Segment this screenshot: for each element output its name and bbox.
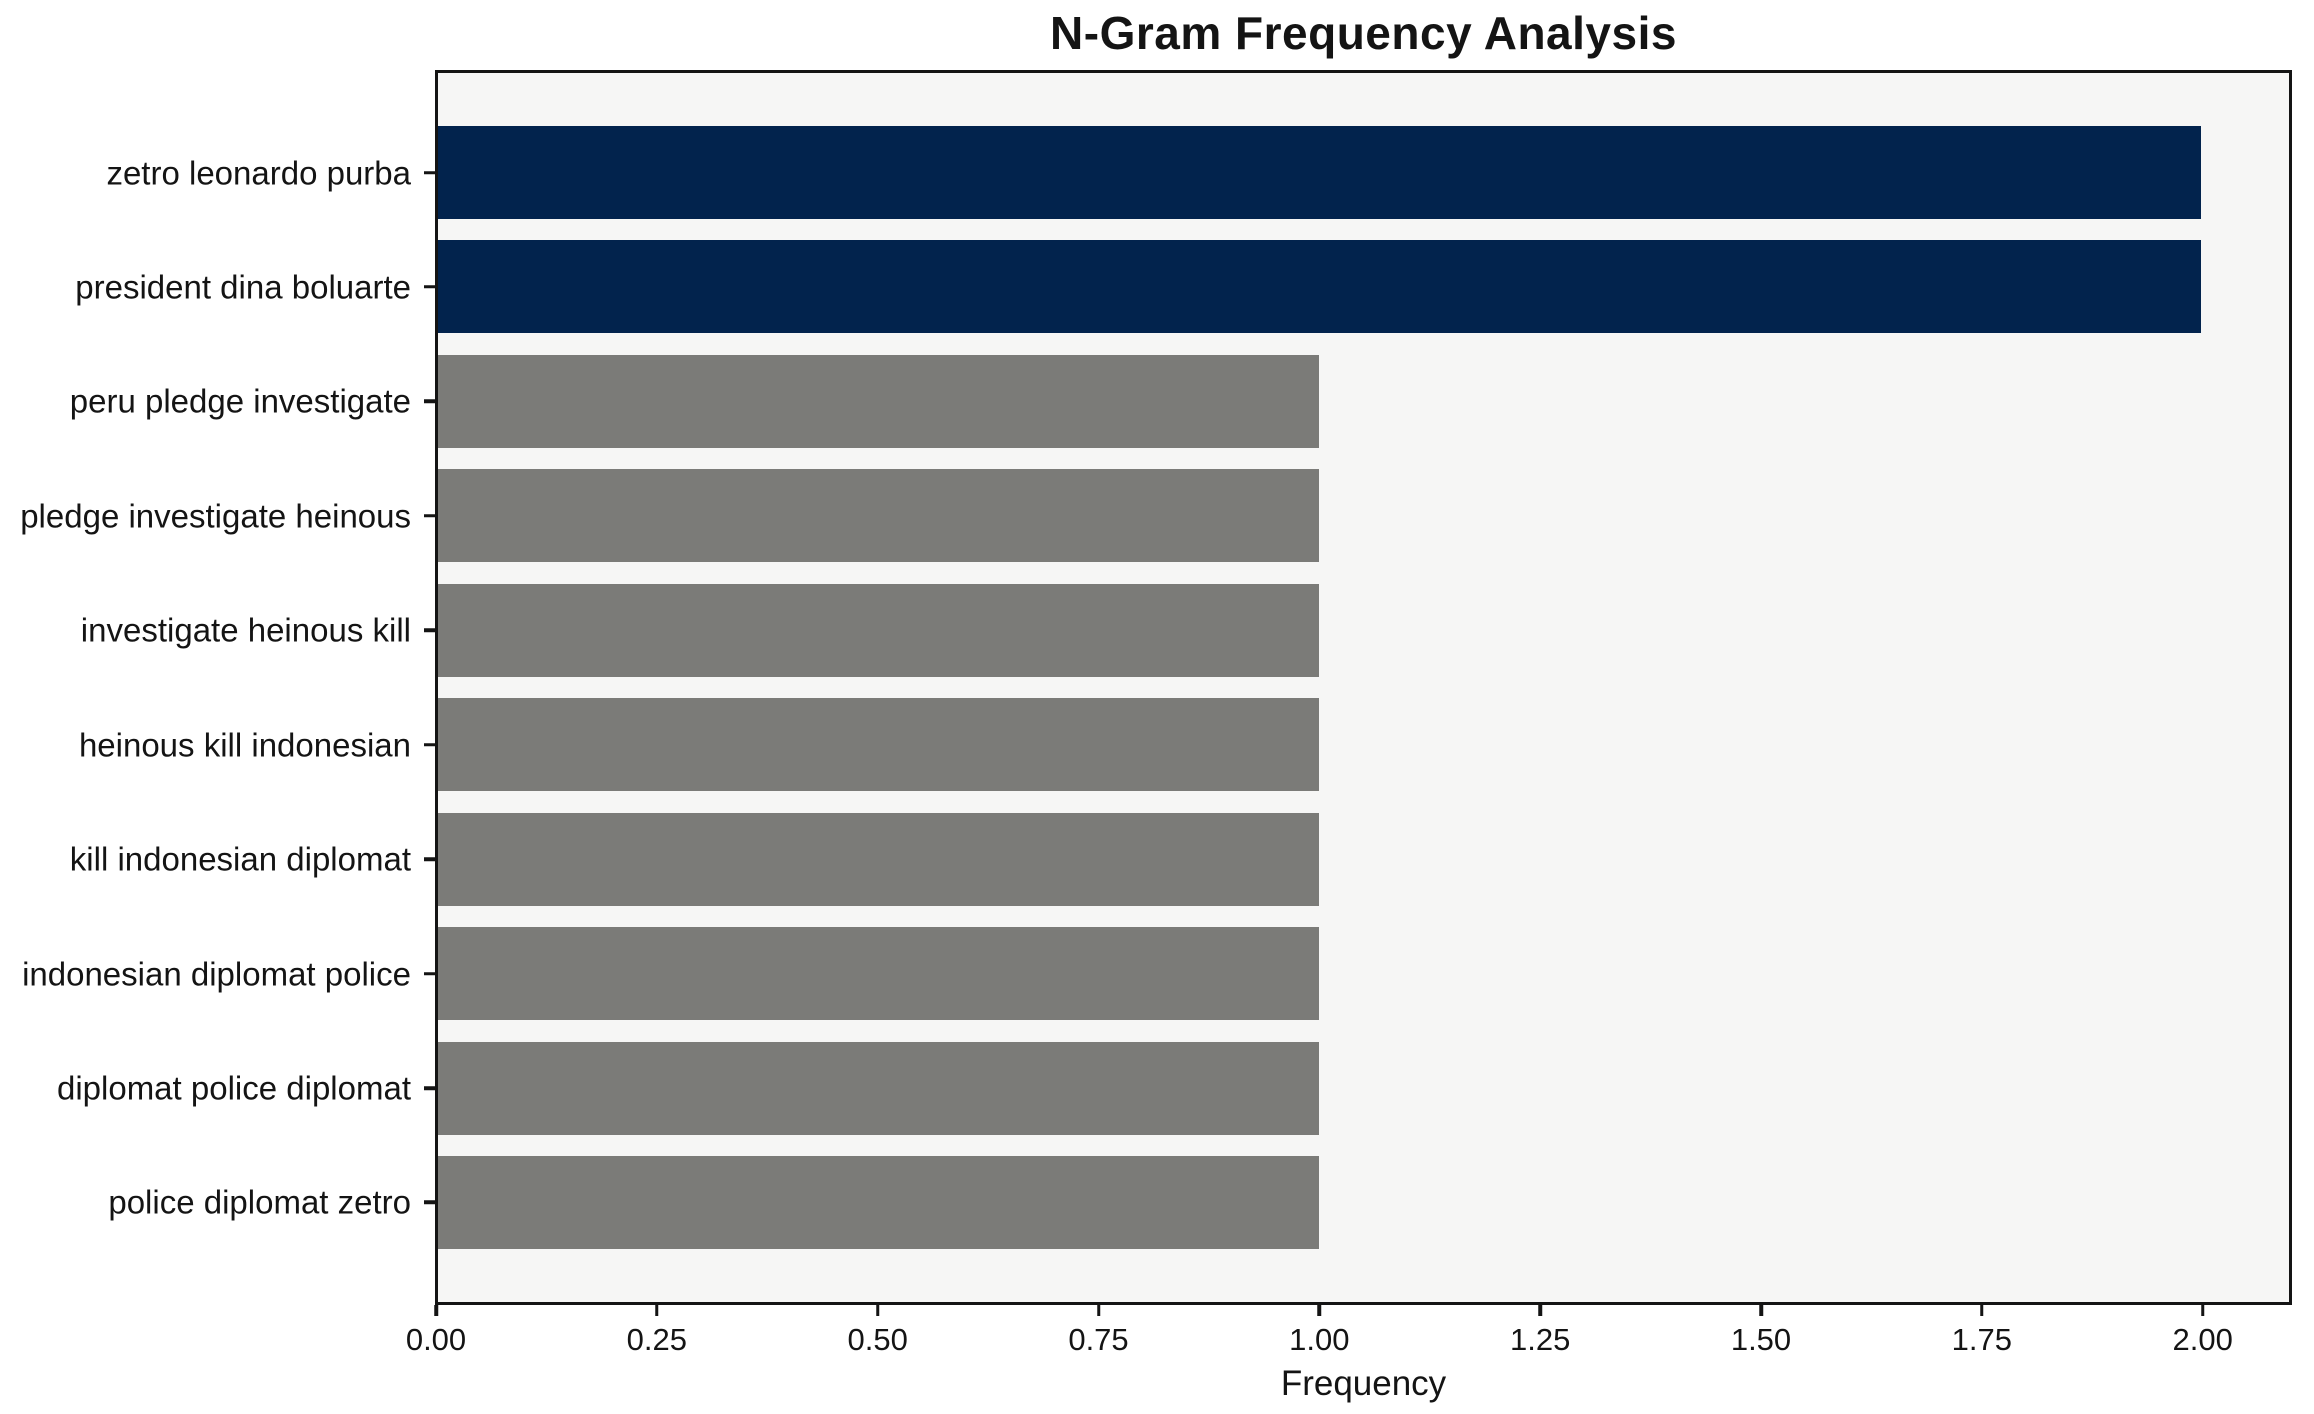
y-tick-label: kill indonesian diplomat bbox=[69, 840, 411, 878]
x-tick-label: 1.25 bbox=[1509, 1322, 1571, 1357]
bar-row: president dina boluarte bbox=[75, 240, 2289, 334]
x-tick bbox=[1096, 1305, 1101, 1316]
y-tick-label: peru pledge investigate bbox=[69, 382, 411, 420]
bar bbox=[438, 1155, 1320, 1249]
bar-row: kill indonesian diplomat bbox=[70, 812, 2289, 906]
y-tick-label: investigate heinous kill bbox=[80, 611, 411, 649]
y-tick-label: zetro leonardo purba bbox=[106, 154, 411, 191]
bar-row: indonesian diplomat police bbox=[22, 927, 2289, 1021]
bar-row: heinous kill indonesian bbox=[79, 698, 2289, 792]
x-tick bbox=[875, 1305, 880, 1316]
x-tick bbox=[434, 1305, 438, 1316]
bar-row: pledge investigate heinous bbox=[20, 469, 2289, 563]
x-tick-label: 0.75 bbox=[1068, 1322, 1129, 1357]
y-tick bbox=[424, 170, 436, 175]
y-tick-label: police diplomat zetro bbox=[108, 1183, 411, 1221]
x-tick-label: 1.00 bbox=[1289, 1322, 1350, 1357]
x-tick bbox=[1759, 1305, 1763, 1316]
bar bbox=[438, 698, 1320, 792]
bar-row: police diplomat zetro bbox=[108, 1155, 2289, 1249]
y-tick bbox=[424, 628, 436, 632]
y-tick-label: heinous kill indonesian bbox=[78, 726, 411, 764]
y-tick bbox=[424, 1086, 436, 1090]
y-tick-label: pledge investigate heinous bbox=[20, 497, 411, 535]
y-tick bbox=[424, 285, 436, 289]
bars-container: zetro leonardo purba president dina bolua… bbox=[20, 73, 2289, 1302]
bar-row: diplomat police diplomat bbox=[57, 1041, 2289, 1135]
plot-area: zetro leonardo purba president dina bolua… bbox=[20, 70, 2292, 1305]
y-tick bbox=[424, 514, 436, 518]
y-tick-label: diplomat police diplomat bbox=[56, 1069, 411, 1107]
x-axis-label: Frequency bbox=[1280, 1364, 1447, 1403]
bar bbox=[438, 354, 1320, 448]
y-tick bbox=[424, 857, 436, 861]
y-tick-label: president dina boluarte bbox=[75, 268, 411, 306]
y-tick bbox=[424, 399, 436, 404]
x-tick-label: 0.00 bbox=[405, 1322, 467, 1357]
bar bbox=[438, 812, 1320, 906]
bar-row: zetro leonardo purba bbox=[106, 126, 2289, 219]
x-tick-label: 1.50 bbox=[1730, 1322, 1792, 1357]
bar bbox=[438, 583, 1320, 677]
x-tick-label: 0.50 bbox=[847, 1322, 908, 1357]
bar bbox=[438, 927, 1320, 1021]
y-tick-label: indonesian diplomat police bbox=[22, 955, 411, 993]
x-tick-label: 1.75 bbox=[1951, 1322, 2012, 1357]
x-tick-label: 2.00 bbox=[2172, 1322, 2233, 1357]
x-tick bbox=[1980, 1305, 1984, 1316]
y-tick bbox=[424, 971, 436, 976]
y-tick bbox=[424, 1200, 436, 1205]
x-tick bbox=[1538, 1305, 1542, 1316]
bar bbox=[438, 469, 1320, 563]
bar-row: investigate heinous kill bbox=[81, 583, 2289, 677]
bar bbox=[438, 240, 2201, 334]
x-tick bbox=[1317, 1305, 1322, 1316]
x-tick-label: 0.25 bbox=[626, 1322, 687, 1357]
bar-row: peru pledge investigate bbox=[70, 354, 2289, 448]
chart-title: N-Gram Frequency Analysis bbox=[1050, 7, 1677, 59]
bar bbox=[438, 1041, 1320, 1135]
bar bbox=[438, 126, 2201, 219]
x-tick bbox=[2200, 1305, 2205, 1316]
x-tick bbox=[655, 1305, 659, 1316]
y-tick bbox=[424, 742, 436, 747]
